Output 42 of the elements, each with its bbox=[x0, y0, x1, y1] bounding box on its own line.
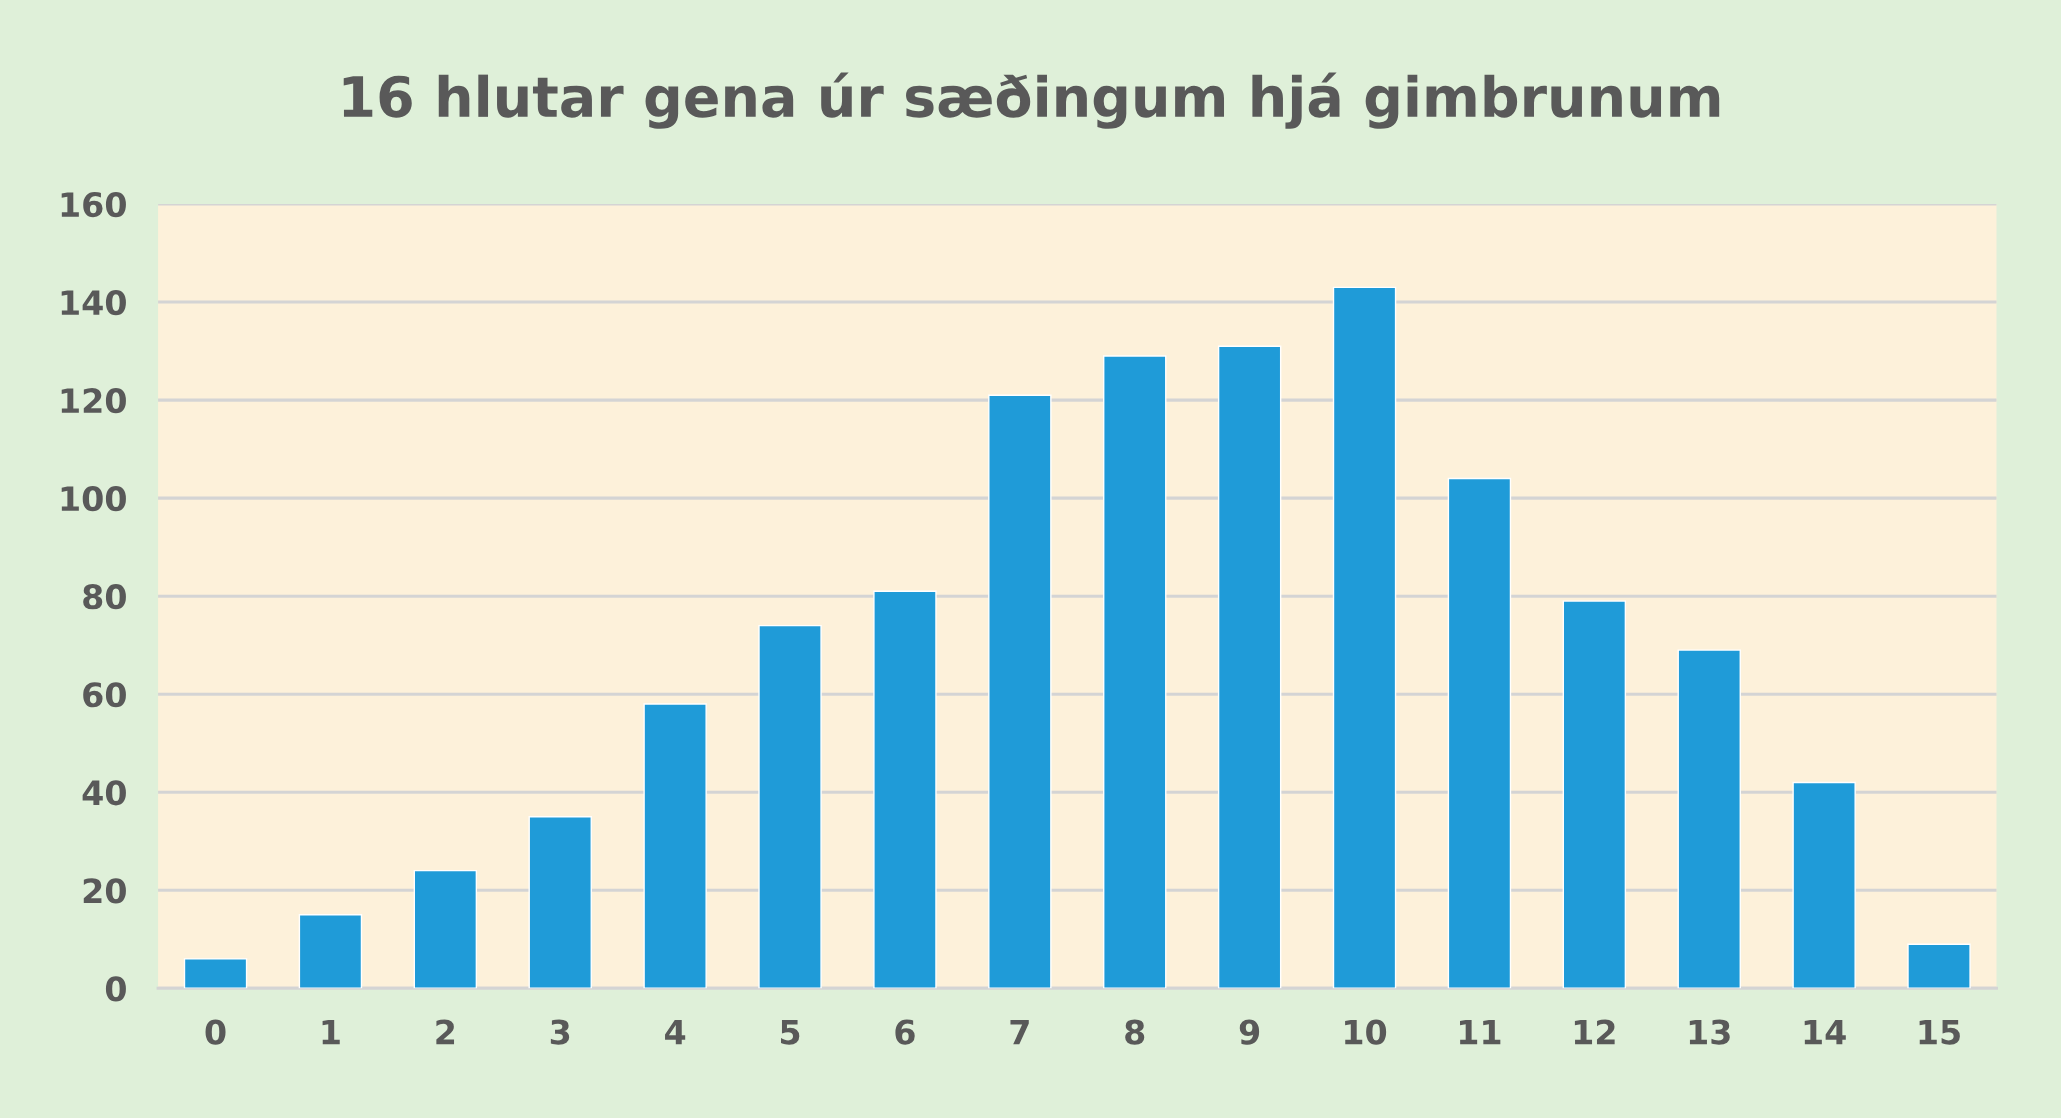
x-tick-label: 6 bbox=[895, 1019, 915, 1045]
y-tick-label: 100 bbox=[61, 486, 126, 512]
bar bbox=[1907, 943, 1971, 989]
x-tick-label: 9 bbox=[1239, 1019, 1260, 1045]
x-tick-label: 11 bbox=[1460, 1019, 1501, 1045]
chart-title: 16 hlutar gena úr sæðingum hjá gimbrunum bbox=[343, 72, 1720, 129]
bar bbox=[758, 624, 822, 989]
x-tick-label: 0 bbox=[205, 1019, 226, 1045]
bar bbox=[298, 914, 363, 989]
y-tick-label: 40 bbox=[82, 780, 126, 806]
x-tick-label: 12 bbox=[1574, 1019, 1615, 1045]
bar bbox=[1562, 600, 1627, 989]
bar bbox=[1677, 649, 1741, 989]
bar bbox=[528, 816, 592, 989]
bar bbox=[1792, 781, 1856, 989]
bar bbox=[1217, 345, 1282, 989]
bar bbox=[413, 869, 478, 989]
bar bbox=[643, 703, 707, 989]
x-tick-label: 13 bbox=[1689, 1019, 1730, 1045]
x-tick-label: 14 bbox=[1804, 1019, 1846, 1045]
bar bbox=[1103, 355, 1167, 989]
bar bbox=[183, 958, 248, 989]
bar bbox=[1332, 286, 1397, 989]
x-tick-label: 15 bbox=[1919, 1019, 1960, 1045]
bar bbox=[873, 590, 937, 989]
x-tick-label: 2 bbox=[436, 1019, 455, 1045]
y-tick-label: 80 bbox=[83, 584, 126, 610]
y-tick-label: 160 bbox=[61, 191, 126, 218]
bar bbox=[988, 394, 1052, 989]
x-tick-label: 10 bbox=[1345, 1019, 1387, 1045]
x-tick-label: 1 bbox=[322, 1019, 340, 1045]
x-tick-label: 5 bbox=[781, 1019, 800, 1045]
x-tick-label: 8 bbox=[1125, 1019, 1145, 1045]
y-tick-label: 140 bbox=[61, 289, 126, 316]
y-tick-label: 60 bbox=[83, 682, 126, 708]
x-tick-label: 3 bbox=[550, 1019, 570, 1045]
y-tick-label: 0 bbox=[105, 976, 126, 1002]
y-tick-label: 120 bbox=[61, 388, 126, 414]
y-tick-label: 20 bbox=[83, 878, 126, 904]
bar bbox=[1447, 477, 1512, 989]
x-tick-label: 4 bbox=[665, 1019, 686, 1045]
x-tick-label: 7 bbox=[1010, 1019, 1029, 1045]
